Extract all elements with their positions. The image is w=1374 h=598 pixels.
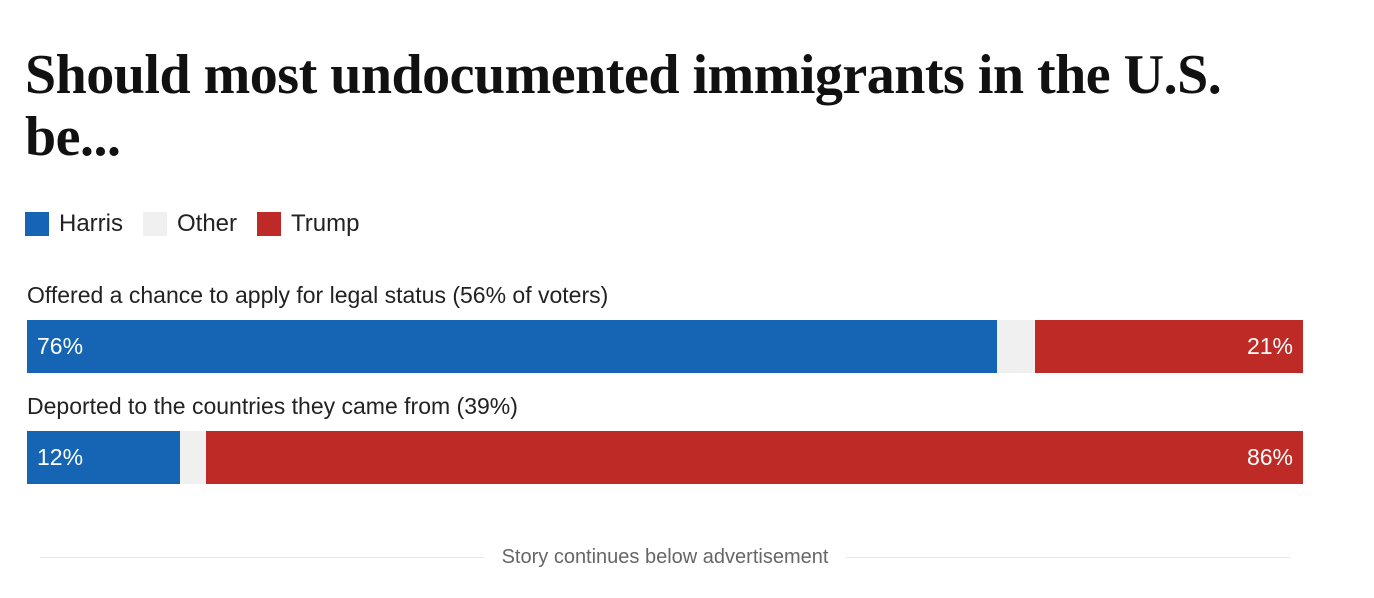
legend-item-trump: Trump (257, 210, 359, 238)
advertisement-divider: Story continues below advertisement (40, 540, 1290, 574)
legend-swatch-trump (257, 212, 282, 236)
chart-title: Should most undocumented immigrants in t… (25, 44, 1222, 168)
advertisement-notice: Story continues below advertisement (501, 545, 829, 568)
bar-segment-harris (27, 320, 997, 373)
bar-segment-other (996, 320, 1036, 373)
legend-label-other: Other (177, 210, 238, 237)
divider-line-left (40, 556, 484, 558)
bar-deported: 12% 86% (27, 431, 1303, 484)
legend-swatch-harris (25, 212, 49, 236)
bar-segment-harris (27, 431, 181, 484)
data-label-harris: 12% (37, 444, 84, 470)
legend-label-trump: Trump (291, 210, 360, 237)
data-label-trump: 21% (1246, 333, 1293, 359)
legend-item-other: Other (143, 210, 237, 238)
divider-line-right (846, 556, 1290, 558)
bar-segment-trump (205, 431, 1303, 484)
row-label-legal-status: Offered a chance to apply for legal stat… (27, 282, 609, 308)
legend-item-harris: Harris (25, 210, 123, 238)
legend: Harris Other Trump (25, 210, 379, 238)
legend-swatch-other (143, 212, 167, 236)
bar-segment-other (180, 431, 206, 484)
row-label-deported: Deported to the countries they came from… (27, 393, 518, 419)
legend-label-harris: Harris (59, 210, 123, 237)
data-label-harris: 76% (37, 333, 84, 359)
bar-segment-trump (1035, 320, 1303, 373)
data-label-trump: 86% (1246, 444, 1293, 470)
bar-legal-status: 76% 21% (27, 320, 1303, 373)
